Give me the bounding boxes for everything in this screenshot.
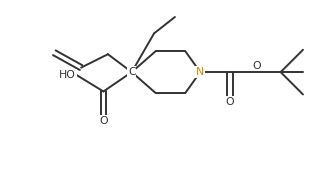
Text: O: O (99, 116, 108, 126)
Text: O: O (253, 61, 261, 71)
Text: HO: HO (59, 70, 76, 80)
Text: C: C (128, 67, 136, 77)
Text: O: O (226, 97, 234, 107)
Text: N: N (196, 67, 204, 77)
